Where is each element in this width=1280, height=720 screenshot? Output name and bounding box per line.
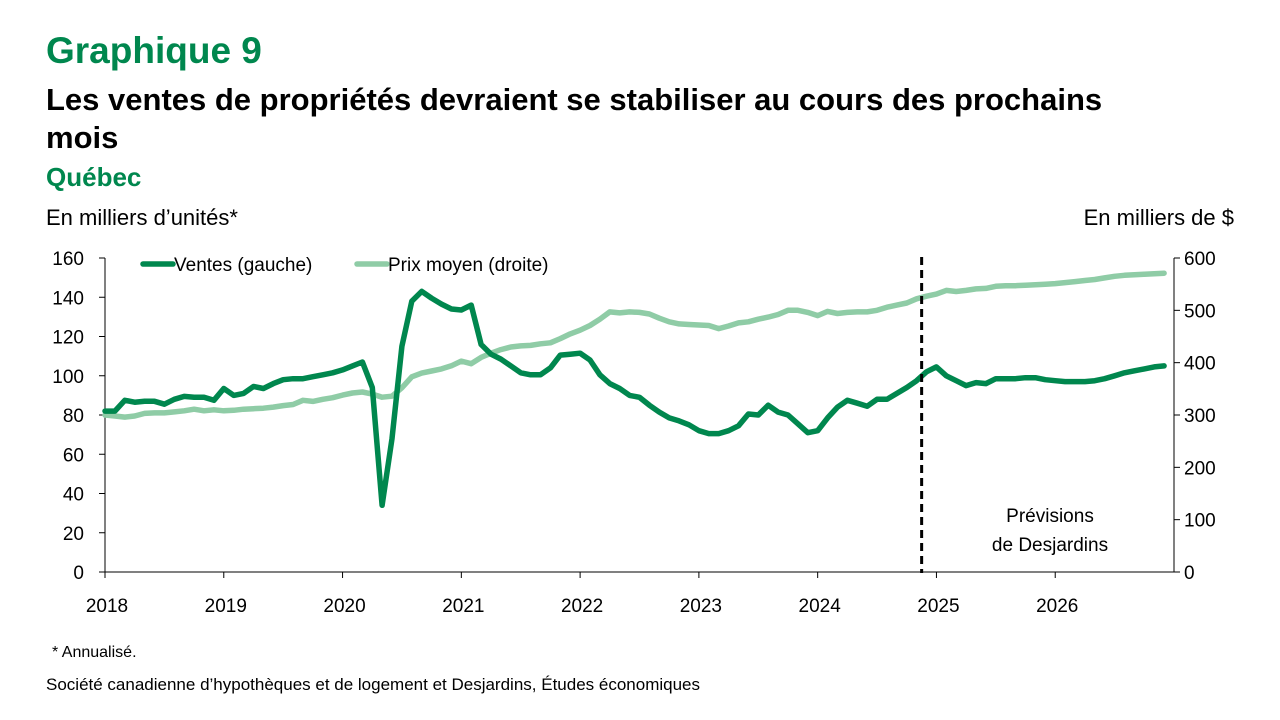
- x-tick-label: 2020: [323, 596, 365, 617]
- series-line-prix: [102, 270, 1167, 420]
- source-note: Société canadienne d’hypothèques et de l…: [46, 675, 700, 694]
- left-tick-label: 60: [63, 445, 84, 466]
- right-tick-label: 400: [1184, 354, 1216, 375]
- x-tick-label: 2024: [799, 596, 842, 617]
- left-axis-unit: En milliers d’unités*: [46, 205, 238, 230]
- footnote: * Annualisé.: [52, 644, 137, 661]
- chart-title: Les ventes de propriétés devraient se st…: [46, 82, 1103, 155]
- x-tick-label: 2019: [205, 596, 247, 617]
- series-lines: [102, 270, 1167, 509]
- left-tick-label: 20: [63, 524, 84, 545]
- legend-label: Prix moyen (droite): [388, 255, 549, 276]
- chart-number: Graphique 9: [46, 30, 262, 71]
- x-tick-label: 2023: [680, 596, 722, 617]
- axes: 0 20 40 60 80 100 120 140 160 0 100 200 300 400 500 600…: [52, 249, 1215, 617]
- right-tick-label: 0: [1184, 563, 1195, 584]
- right-axis-unit: En milliers de $: [1083, 205, 1234, 230]
- right-tick-label: 300: [1184, 406, 1216, 427]
- right-tick-label: 100: [1184, 511, 1216, 532]
- forecast-label: de Desjardins: [992, 535, 1108, 556]
- right-tick-label: 200: [1184, 458, 1216, 479]
- left-tick-label: 140: [52, 288, 84, 309]
- chart-subtitle: Québec: [46, 162, 142, 192]
- left-tick-label: 40: [63, 485, 84, 506]
- left-tick-label: 80: [63, 406, 84, 427]
- left-tick-label: 120: [52, 328, 84, 349]
- right-tick-label: 600: [1184, 249, 1216, 270]
- left-tick-label: 0: [73, 563, 84, 584]
- forecast-label: Prévisions: [1006, 506, 1094, 527]
- x-tick-label: 2026: [1036, 596, 1078, 617]
- x-tick-label: 2021: [442, 596, 484, 617]
- x-tick-label: 2022: [561, 596, 603, 617]
- left-tick-label: 160: [52, 249, 84, 270]
- forecast-marker: Prévisions de Desjardins: [920, 257, 1108, 573]
- legend-label: Ventes (gauche): [174, 255, 312, 276]
- x-tick-label: 2025: [917, 596, 959, 617]
- left-tick-label: 100: [52, 367, 84, 388]
- series-line-ventes: [102, 288, 1167, 509]
- legend: Ventes (gauche) Prix moyen (droite): [140, 255, 549, 276]
- right-tick-label: 500: [1184, 301, 1216, 322]
- x-tick-label: 2018: [86, 596, 128, 617]
